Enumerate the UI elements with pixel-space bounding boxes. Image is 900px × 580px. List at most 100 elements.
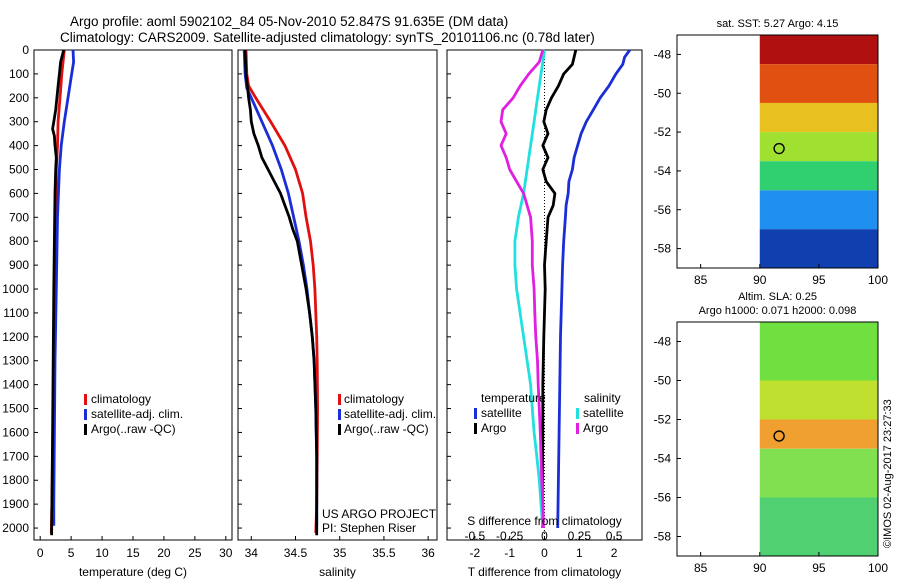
y-tick-label: -56 xyxy=(654,203,672,217)
series-line-satellite xyxy=(556,49,631,529)
y-tick-label: 300 xyxy=(9,115,29,129)
map-frame xyxy=(676,34,879,269)
x-tick-label: 15 xyxy=(126,546,140,560)
legend-entry: Argo xyxy=(583,421,609,435)
plot-frame xyxy=(237,49,438,541)
legend-swatch xyxy=(338,424,341,435)
series-line-climatology xyxy=(244,49,320,533)
y-tick-label: 1100 xyxy=(3,306,29,320)
x-tick-label: 30 xyxy=(219,546,233,560)
y-tick-label: 1300 xyxy=(2,354,29,368)
legend-swatch xyxy=(474,423,477,434)
x-tick-label: 90 xyxy=(753,273,767,287)
legend-entry: satellite-adj. clim. xyxy=(91,407,183,421)
x-tick-label: 1 xyxy=(576,546,583,560)
x-tick-label: 85 xyxy=(694,273,708,287)
x-tick-label: 35 xyxy=(333,546,347,560)
heatmap-band xyxy=(759,161,878,191)
legend-entry: Argo(..raw -QC) xyxy=(91,422,176,436)
series-line-satellite-adj-clim- xyxy=(52,49,75,526)
x-tick-label: 10 xyxy=(95,546,109,560)
x-tick-label: 0 xyxy=(37,546,44,560)
y-tick-label: 700 xyxy=(9,210,29,224)
secondary-tick-label: -0.5 xyxy=(465,529,486,543)
heatmap-band xyxy=(759,102,878,133)
y-tick-label: 800 xyxy=(9,234,29,248)
x-tick-label: 2 xyxy=(611,546,618,560)
project-label: US ARGO PROJECT xyxy=(322,507,437,521)
legend-entry: satellite-adj. clim. xyxy=(344,407,436,421)
y-tick-label: 400 xyxy=(9,139,29,153)
x-tick-label: 95 xyxy=(812,273,826,287)
y-tick-label: 600 xyxy=(9,186,29,200)
map-title: Argo h1000: 0.071 h2000: 0.098 xyxy=(699,305,857,317)
x-tick-label: 90 xyxy=(753,561,767,575)
title-line-1: Argo profile: aoml 5902102_84 05-Nov-201… xyxy=(70,14,508,29)
series-line-argo xyxy=(541,49,578,528)
legend-entry: climatology xyxy=(344,392,404,406)
y-tick-label: -50 xyxy=(654,374,672,388)
map-title: Altim. SLA: 0.25 xyxy=(738,291,817,303)
x-axis-label: T difference from climatology xyxy=(468,565,622,579)
x-tick-label: 5 xyxy=(68,546,75,560)
y-tick-label: 0 xyxy=(22,43,29,57)
y-tick-label: -58 xyxy=(654,242,672,256)
legend-entry: Argo(..raw -QC) xyxy=(344,422,429,436)
x-tick-label: 0 xyxy=(541,546,548,560)
map-title: sat. SST: 5.27 Argo: 4.15 xyxy=(717,18,839,30)
sst-map-panel: -48 -50 -52 -54 -56 -58 85 90 95 100 sat. SST: 5.2… xyxy=(654,18,889,287)
y-tick-label: -56 xyxy=(654,491,672,505)
legend-swatch xyxy=(576,408,579,419)
x-tick-label: 100 xyxy=(868,273,888,287)
legend-swatch xyxy=(84,424,87,435)
secondary-axis-label: S difference from climatology xyxy=(467,514,622,528)
y-tick-label: 1900 xyxy=(2,497,29,511)
y-tick-label: 500 xyxy=(9,163,29,177)
difference-profile-panel: -2 -1 0 1 2 T difference from climatology temp… xyxy=(446,49,643,579)
secondary-tick-label: -0.25 xyxy=(496,529,524,543)
x-tick-label: 34 xyxy=(245,546,259,560)
x-tick-label: -2 xyxy=(470,546,481,560)
title-line-2: Climatology: CARS2009. Satellite-adjuste… xyxy=(60,30,595,45)
y-tick-label: -52 xyxy=(654,125,672,139)
y-tick-label: -52 xyxy=(654,413,672,427)
sla-map-panel: -48 -50 -52 -54 -56 -58 85 90 95 100 Altim. SLA: 0… xyxy=(654,291,889,575)
x-tick-label: 34.5 xyxy=(284,546,308,560)
legend-entry: satellite xyxy=(481,406,522,420)
legend-swatch xyxy=(474,408,477,419)
legend-entry: satellite xyxy=(583,406,624,420)
legend-swatch xyxy=(576,423,579,434)
legend-swatch xyxy=(338,394,341,405)
x-tick-label: 100 xyxy=(868,561,888,575)
secondary-tick-label: 0.5 xyxy=(606,529,623,543)
y-tick-label: 2000 xyxy=(2,521,29,535)
x-tick-label: 85 xyxy=(694,561,708,575)
x-tick-label: 95 xyxy=(812,561,826,575)
x-tick-label: 36 xyxy=(421,546,435,560)
y-tick-label: 1700 xyxy=(2,449,29,463)
y-tick-label: -50 xyxy=(654,86,672,100)
legend-swatch xyxy=(84,394,87,405)
y-tick-label: 200 xyxy=(9,91,29,105)
heatmap-band xyxy=(759,380,878,420)
series-line-argo xyxy=(499,49,545,529)
legend-swatch xyxy=(338,409,341,420)
y-tick-label: 1600 xyxy=(2,425,29,439)
secondary-tick-label: 0.25 xyxy=(568,529,592,543)
x-tick-label: 25 xyxy=(188,546,202,560)
legend-entry: climatology xyxy=(91,392,151,406)
legend-header-temperature: temperature xyxy=(481,391,546,405)
legend-header-salinity: salinity xyxy=(584,391,621,405)
y-tick-label: 1500 xyxy=(2,402,29,416)
legend-swatch xyxy=(84,409,87,420)
secondary-tick-label: 0 xyxy=(541,529,548,543)
y-tick-label: 1400 xyxy=(2,378,29,392)
y-tick-label: 900 xyxy=(9,258,29,272)
map-frame xyxy=(676,321,879,557)
y-tick-label: -48 xyxy=(654,335,672,349)
y-tick-label: 100 xyxy=(9,67,29,81)
y-tick-label: 1000 xyxy=(2,282,29,296)
temperature-profile-panel: 0100200300400500600700800900100011001200… xyxy=(2,43,233,579)
legend-entry: Argo xyxy=(481,421,507,435)
